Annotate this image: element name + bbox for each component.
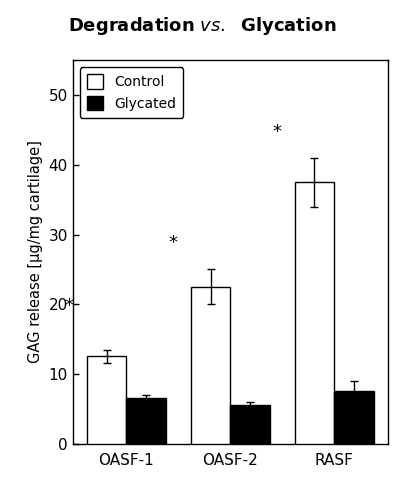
Text: $\bf{Degradation}$ $\bf{\it{vs.}}$  $\bf{Glycation}$: $\bf{Degradation}$ $\bf{\it{vs.}}$ $\bf{… bbox=[68, 15, 336, 37]
Bar bbox=[87, 356, 126, 444]
Bar bbox=[334, 391, 374, 444]
Legend: Control, Glycated: Control, Glycated bbox=[80, 68, 183, 118]
Text: *: * bbox=[272, 122, 282, 141]
Bar bbox=[126, 398, 166, 444]
Y-axis label: GAG release [µg/mg cartilage]: GAG release [µg/mg cartilage] bbox=[28, 141, 43, 363]
Bar bbox=[230, 405, 270, 444]
Text: *: * bbox=[65, 297, 74, 314]
Bar bbox=[295, 182, 334, 444]
Text: *: * bbox=[169, 234, 178, 252]
Bar bbox=[191, 287, 230, 444]
